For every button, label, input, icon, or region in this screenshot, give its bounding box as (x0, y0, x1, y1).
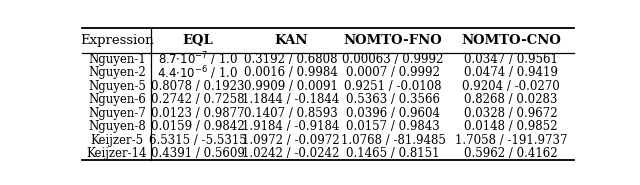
Text: Nguyen-2: Nguyen-2 (88, 66, 146, 80)
Text: 0.3192 / 0.6808: 0.3192 / 0.6808 (244, 53, 337, 66)
Text: 0.00063 / 0.9992: 0.00063 / 0.9992 (342, 53, 444, 66)
Text: 0.9251 / -0.0108: 0.9251 / -0.0108 (344, 80, 442, 93)
Text: 0.2742 / 0.7258: 0.2742 / 0.7258 (151, 93, 244, 106)
Text: 0.0159 / 0.9842: 0.0159 / 0.9842 (151, 120, 244, 133)
Text: 0.0123 / 0.9877: 0.0123 / 0.9877 (151, 107, 244, 120)
Text: 0.5363 / 0.3566: 0.5363 / 0.3566 (346, 93, 440, 106)
Text: Nguyen-5: Nguyen-5 (88, 80, 146, 93)
Text: 0.0007 / 0.9992: 0.0007 / 0.9992 (346, 66, 440, 80)
Text: Keijzer-5: Keijzer-5 (90, 134, 143, 147)
Text: 0.0347 / 0.9561: 0.0347 / 0.9561 (464, 53, 558, 66)
Text: 0.9909 / 0.0091: 0.9909 / 0.0091 (244, 80, 338, 93)
Text: 0.5962 / 0.4162: 0.5962 / 0.4162 (465, 147, 558, 160)
Text: 0.0148 / 0.9852: 0.0148 / 0.9852 (465, 120, 558, 133)
Text: Keijzer-14: Keijzer-14 (87, 147, 147, 160)
Text: 0.0016 / 0.9984: 0.0016 / 0.9984 (244, 66, 338, 80)
Text: KAN: KAN (274, 34, 308, 47)
Text: 1.7058 / -191.9737: 1.7058 / -191.9737 (455, 134, 568, 147)
Text: 0.0328 / 0.9672: 0.0328 / 0.9672 (465, 107, 558, 120)
Text: Nguyen-8: Nguyen-8 (88, 120, 146, 133)
Text: 0.8078 / 0.1923: 0.8078 / 0.1923 (151, 80, 244, 93)
Text: 1.0972 / -0.0972: 1.0972 / -0.0972 (242, 134, 340, 147)
Text: 0.8268 / 0.0283: 0.8268 / 0.0283 (465, 93, 558, 106)
Text: 0.0157 / 0.9843: 0.0157 / 0.9843 (346, 120, 440, 133)
Text: NOMTO-FNO: NOMTO-FNO (344, 34, 442, 47)
Text: 0.0396 / 0.9604: 0.0396 / 0.9604 (346, 107, 440, 120)
Text: 0.1407 / 0.8593: 0.1407 / 0.8593 (244, 107, 338, 120)
Text: 1.0768 / -81.9485: 1.0768 / -81.9485 (340, 134, 445, 147)
Text: $8.7{\cdot}10^{-7}$ / 1.0: $8.7{\cdot}10^{-7}$ / 1.0 (157, 51, 238, 68)
Text: 6.5315 / -5.5315: 6.5315 / -5.5315 (149, 134, 247, 147)
Text: $4.4{\cdot}10^{-6}$ / 1.0: $4.4{\cdot}10^{-6}$ / 1.0 (157, 64, 239, 82)
Text: Nguyen-6: Nguyen-6 (88, 93, 146, 106)
Text: 1.1844 / -0.1844: 1.1844 / -0.1844 (242, 93, 340, 106)
Text: 1.9184 / -0.9184: 1.9184 / -0.9184 (242, 120, 340, 133)
Text: NOMTO-CNO: NOMTO-CNO (461, 34, 561, 47)
Text: 0.1465 / 0.8151: 0.1465 / 0.8151 (346, 147, 440, 160)
Text: EQL: EQL (182, 34, 213, 47)
Text: 0.9204 / -0.0270: 0.9204 / -0.0270 (462, 80, 560, 93)
Text: Expression: Expression (80, 34, 154, 47)
Text: 0.0474 / 0.9419: 0.0474 / 0.9419 (464, 66, 558, 80)
Text: 0.4391 / 0.5609: 0.4391 / 0.5609 (151, 147, 245, 160)
Text: Nguyen-7: Nguyen-7 (88, 107, 146, 120)
Text: Nguyen-1: Nguyen-1 (88, 53, 146, 66)
Text: 1.0242 / -0.0242: 1.0242 / -0.0242 (242, 147, 340, 160)
